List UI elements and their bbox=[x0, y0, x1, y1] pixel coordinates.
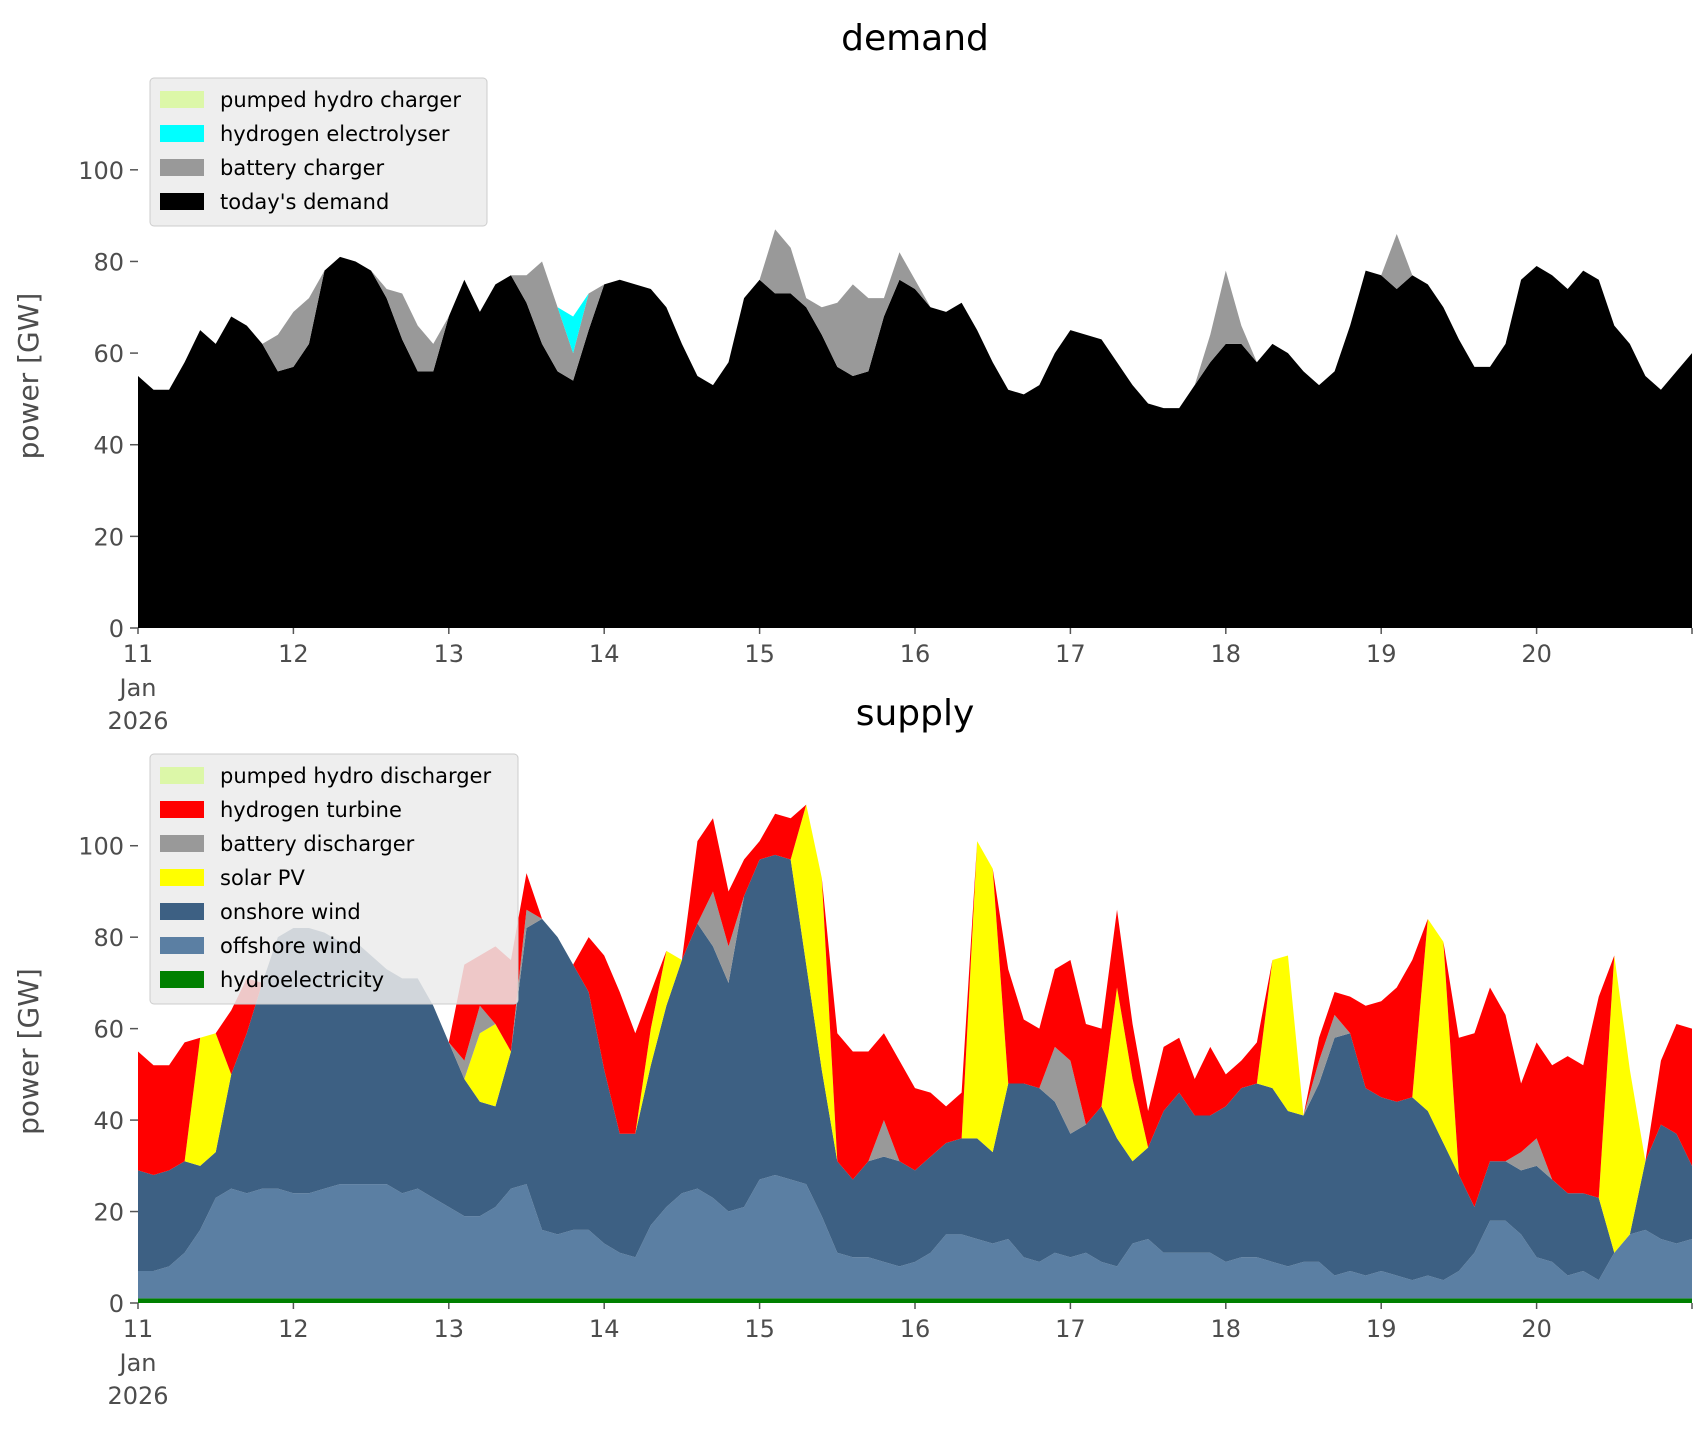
supply-chart: 0 20 40 60 80 100 11 12 13 14 15 16 17 18 19 20 Jan 2026 p… bbox=[12, 693, 1693, 1410]
legend-label: offshore wind bbox=[220, 934, 362, 958]
x-tick-label: 16 bbox=[900, 1315, 931, 1343]
x-tick-label: 20 bbox=[1521, 1315, 1552, 1343]
area-today-s-demand bbox=[138, 256, 1692, 628]
legend-swatch bbox=[160, 903, 204, 920]
legend-label: pumped hydro discharger bbox=[220, 764, 491, 788]
area-offshore-wind bbox=[138, 1174, 1692, 1299]
legend-swatch bbox=[160, 193, 204, 210]
area-layers bbox=[138, 804, 1692, 1303]
legend-label: battery discharger bbox=[220, 832, 415, 856]
x-tick-label: 15 bbox=[744, 640, 775, 668]
x-tick-label: 13 bbox=[434, 1315, 465, 1343]
legend-swatch bbox=[160, 91, 204, 108]
legend-swatch bbox=[160, 767, 204, 784]
x-tick-label: 11 bbox=[123, 1315, 154, 1343]
legend-label: hydrogen electrolyser bbox=[220, 122, 450, 146]
legend-label: hydrogen turbine bbox=[220, 798, 402, 822]
x-date-sublabel: 2026 bbox=[107, 1382, 168, 1410]
x-tick-label: 18 bbox=[1211, 640, 1242, 668]
x-tick-label: 15 bbox=[744, 1315, 775, 1343]
legend: pumped hydro discharger hydrogen turbine b… bbox=[149, 753, 519, 1005]
x-tick-label: 14 bbox=[589, 640, 620, 668]
x-tick-label: 19 bbox=[1366, 640, 1397, 668]
y-tick-label: 100 bbox=[78, 833, 124, 861]
y-tick-label: 20 bbox=[93, 1199, 124, 1227]
legend-swatch bbox=[160, 869, 204, 886]
y-axis-label: power [GW] bbox=[12, 968, 45, 1135]
x-tick-label: 16 bbox=[900, 640, 931, 668]
chart-title: supply bbox=[856, 693, 975, 734]
legend-label: onshore wind bbox=[220, 900, 361, 924]
area-layers bbox=[138, 229, 1692, 628]
x-tick-label: 12 bbox=[278, 640, 309, 668]
y-tick-label: 100 bbox=[78, 157, 124, 185]
legend-label: solar PV bbox=[220, 866, 305, 890]
legend-swatch bbox=[160, 801, 204, 818]
legend-frame bbox=[149, 753, 519, 1005]
x-date-sublabel: Jan bbox=[118, 1349, 157, 1377]
x-tick-label: 18 bbox=[1211, 1315, 1242, 1343]
y-axis-label: power [GW] bbox=[12, 293, 45, 460]
demand-chart: 0 20 40 60 80 100 11 12 13 14 15 16 17 18 19 20 Jan 2026 p… bbox=[12, 18, 1693, 735]
legend-swatch bbox=[160, 937, 204, 954]
y-tick-label: 80 bbox=[93, 924, 124, 952]
legend: pumped hydro charger hydrogen electrolyse… bbox=[149, 77, 488, 227]
legend-frame bbox=[149, 77, 488, 227]
y-tick-label: 60 bbox=[93, 340, 124, 368]
x-tick-label: 19 bbox=[1366, 1315, 1397, 1343]
x-tick-label: 20 bbox=[1521, 640, 1552, 668]
legend-swatch bbox=[160, 835, 204, 852]
legend-swatch bbox=[160, 971, 204, 988]
y-tick-label: 60 bbox=[93, 1016, 124, 1044]
chart-title: demand bbox=[841, 18, 989, 59]
legend-swatch bbox=[160, 159, 204, 176]
y-tick-label: 0 bbox=[109, 615, 124, 643]
legend-label: today's demand bbox=[220, 190, 389, 214]
y-tick-label: 0 bbox=[109, 1290, 124, 1318]
x-tick-label: 12 bbox=[278, 1315, 309, 1343]
x-date-sublabel: Jan bbox=[118, 674, 157, 702]
x-tick-label: 11 bbox=[123, 640, 154, 668]
area-hydrogen-turbine bbox=[138, 804, 1692, 1207]
y-tick-label: 20 bbox=[93, 523, 124, 551]
x-tick-label: 13 bbox=[434, 640, 465, 668]
y-tick-label: 40 bbox=[93, 1107, 124, 1135]
x-tick-label: 17 bbox=[1055, 640, 1086, 668]
y-tick-label: 80 bbox=[93, 248, 124, 276]
x-tick-label: 17 bbox=[1055, 1315, 1086, 1343]
y-tick-label: 40 bbox=[93, 432, 124, 460]
legend-swatch bbox=[160, 125, 204, 142]
legend-label: battery charger bbox=[220, 156, 385, 180]
legend-label: pumped hydro charger bbox=[220, 88, 461, 112]
legend-label: hydroelectricity bbox=[220, 968, 384, 992]
area-hydroelectricity bbox=[138, 1298, 1692, 1303]
x-date-sublabel: 2026 bbox=[107, 707, 168, 735]
area-onshore-wind bbox=[138, 854, 1692, 1281]
x-tick-label: 14 bbox=[589, 1315, 620, 1343]
